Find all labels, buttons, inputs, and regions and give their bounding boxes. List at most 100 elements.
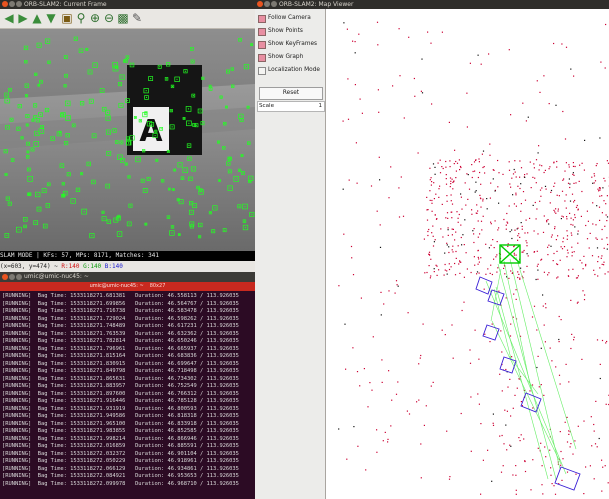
map-point [568, 433, 570, 435]
zoom-in-icon[interactable]: ⊕ [89, 11, 101, 25]
map-point [520, 167, 523, 169]
terminal-titlebar[interactable]: umic@umic-nuc45: ~ [0, 272, 255, 282]
arrow-right-icon[interactable]: ▶ [18, 11, 28, 25]
map-point [509, 183, 511, 185]
map-point [506, 276, 508, 278]
show-keyframes-checkbox[interactable]: Show KeyFrames [257, 38, 325, 50]
map-point [573, 174, 575, 176]
map-point [419, 357, 421, 359]
close-icon[interactable] [257, 1, 263, 7]
localization-mode-checkbox[interactable]: Localization Mode [257, 64, 325, 76]
map-point [370, 185, 373, 187]
arrow-left-icon[interactable]: ◀ [4, 11, 14, 25]
maximize-icon[interactable] [16, 1, 22, 7]
orb-feature-point [244, 205, 246, 208]
checkbox-icon[interactable] [258, 54, 266, 62]
minimize-icon[interactable] [9, 274, 15, 280]
map-point [558, 338, 560, 341]
map-point [497, 159, 499, 162]
arrow-down-icon[interactable]: ▼ [46, 11, 56, 25]
orb-feature-point [40, 81, 42, 83]
map-point [523, 271, 525, 273]
checkbox-icon[interactable] [258, 41, 266, 49]
brush-icon[interactable]: ✎ [131, 11, 143, 25]
minimize-icon[interactable] [9, 1, 15, 7]
map-point [529, 217, 531, 219]
map-point [472, 230, 474, 232]
orb-feature-point [193, 124, 195, 126]
map-point [377, 44, 379, 46]
map-viewer-titlebar[interactable]: ORB-SLAM2: Map Viewer [255, 0, 609, 9]
follow-camera-checkbox[interactable]: Follow Camera [257, 12, 325, 24]
map-point [574, 226, 576, 228]
map-point [565, 363, 567, 365]
terminal-tab[interactable]: umic@umic-nuc45: ~ 80x27 [0, 282, 255, 291]
arrow-up-icon[interactable]: ▲ [32, 11, 42, 25]
checkbox-icon[interactable] [258, 15, 266, 23]
orb-feature-marker [35, 191, 41, 198]
map-point [516, 387, 518, 389]
map-point [577, 208, 579, 210]
map-point [458, 159, 460, 161]
map-point [505, 297, 507, 299]
map-point [521, 405, 523, 407]
scale-field[interactable]: Scale 1 [257, 101, 325, 112]
maximize-icon[interactable] [16, 274, 22, 280]
orb-feature-marker [44, 107, 50, 113]
map-point [473, 233, 475, 235]
save-icon[interactable]: ▣ [61, 11, 73, 25]
map-point [359, 385, 361, 387]
camera-edge [499, 244, 521, 264]
marker-letter: A [139, 114, 163, 149]
reset-button[interactable]: Reset [259, 87, 323, 100]
camera-image-view[interactable]: A [0, 29, 255, 251]
maximize-icon[interactable] [271, 1, 277, 7]
orb-feature-point [200, 191, 202, 193]
show-points-checkbox[interactable]: Show Points [257, 25, 325, 37]
minimize-icon[interactable] [264, 1, 270, 7]
map-3d-canvas[interactable] [326, 9, 609, 499]
terminal-output[interactable]: [RUNNING] Bag Time: 1533118271.681381 Du… [0, 291, 255, 499]
map-point [470, 396, 472, 398]
map-point [426, 196, 428, 198]
orb-feature-marker [155, 158, 159, 162]
map-point [603, 247, 605, 249]
map-point [492, 239, 494, 241]
map-point [446, 244, 448, 246]
map-point [575, 182, 577, 184]
map-point [436, 265, 438, 267]
map-point [547, 219, 549, 221]
checkbox-icon[interactable] [258, 67, 266, 75]
map-point [522, 102, 524, 104]
map-point [489, 197, 491, 199]
orb-feature-marker [183, 69, 188, 74]
orb-feature-point [225, 106, 227, 108]
checkbox-icon[interactable] [258, 28, 266, 36]
zoom-fit-icon[interactable]: ⚲ [76, 11, 86, 25]
orb-feature-marker [186, 120, 192, 127]
map-point [509, 378, 511, 380]
save-image-icon[interactable]: ▩ [117, 11, 129, 25]
orb-feature-marker [190, 59, 195, 64]
orb-feature-marker [114, 140, 119, 144]
orb-feature-marker [169, 230, 175, 236]
current-frame-titlebar[interactable]: ORB-SLAM2: Current Frame [0, 0, 255, 9]
orb-feature-marker [172, 188, 175, 191]
map-point [555, 212, 557, 214]
close-icon[interactable] [2, 274, 8, 280]
map-point [599, 189, 601, 191]
map-point [439, 172, 442, 174]
orb-feature-marker [4, 173, 8, 177]
map-point [599, 195, 601, 197]
close-icon[interactable] [2, 1, 8, 7]
zoom-out-icon[interactable]: ⊖ [103, 11, 115, 25]
orb-feature-marker [61, 182, 65, 186]
show-graph-checkbox[interactable]: Show Graph [257, 51, 325, 63]
orb-feature-marker [166, 215, 171, 219]
map-point [602, 466, 604, 468]
map-point [556, 166, 558, 168]
orb-feature-marker [120, 158, 125, 163]
orb-feature-point [168, 188, 171, 190]
map-point [352, 347, 354, 349]
map-point [431, 202, 433, 204]
